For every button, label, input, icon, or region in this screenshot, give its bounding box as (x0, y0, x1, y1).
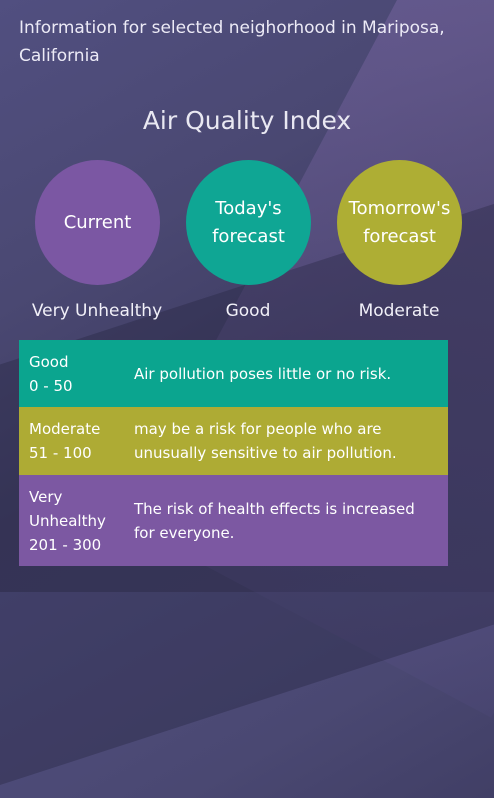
legend-level: Moderate (29, 420, 101, 438)
current-label: Current (63, 211, 132, 233)
legend-range-cell: Good 0 - 50 (19, 350, 134, 398)
aqi-panel: Information for selected neighorhood in … (19, 18, 462, 566)
legend-description: The risk of health effects is increased … (134, 499, 415, 542)
tomorrow-forecast-label: Tomorrow's forecast (348, 197, 451, 247)
intro-text: Information for selected neighorhood in … (19, 18, 445, 66)
tomorrow-status: Moderate (358, 301, 440, 321)
legend-description: Air pollution poses little or no risk. (134, 364, 392, 383)
legend-row-good: Good 0 - 50 Air pollution poses little o… (19, 340, 448, 407)
legend-row-very-unhealthy: Very Unhealthy 201 - 300 The risk of hea… (19, 475, 448, 566)
aqi-legend-table: Good 0 - 50 Air pollution poses little o… (19, 340, 448, 566)
legend-level: Very Unhealthy (29, 487, 106, 530)
today-status: Good (225, 301, 271, 321)
page-title: Air Quality Index (142, 106, 352, 135)
legend-range: 201 - 300 (29, 535, 102, 554)
legend-range: 51 - 100 (29, 444, 92, 462)
legend-level: Good (29, 352, 69, 371)
legend-description: may be a risk for people who are unusual… (134, 420, 397, 462)
tomorrow-forecast-indicator: Tomorrow's forecast (337, 160, 462, 285)
legend-range: 0 - 50 (29, 376, 73, 395)
today-forecast-indicator: Today's forecast (186, 160, 311, 285)
legend-row-moderate: Moderate 51 - 100 may be a risk for peop… (19, 407, 448, 475)
legend-range-cell: Moderate 51 - 100 (19, 417, 134, 465)
today-forecast-label: Today's forecast (212, 197, 285, 247)
current-indicator: Current (35, 160, 160, 285)
current-status: Very Unhealthy (31, 301, 163, 321)
legend-range-cell: Very Unhealthy 201 - 300 (19, 485, 134, 557)
